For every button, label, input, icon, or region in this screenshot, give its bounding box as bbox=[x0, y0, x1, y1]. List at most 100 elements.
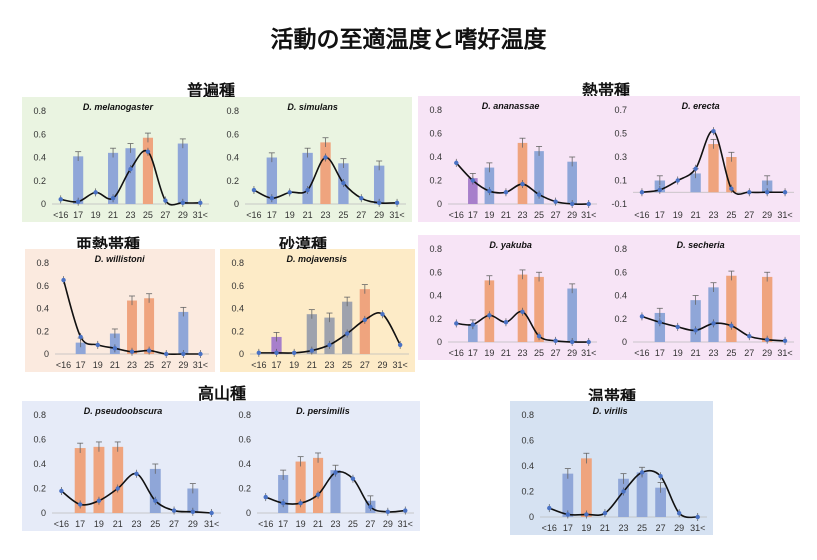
data-point bbox=[487, 188, 492, 194]
x-tick-label: 23 bbox=[320, 210, 330, 220]
y-tick-label: 0.4 bbox=[231, 304, 244, 314]
x-tick-label: 21 bbox=[313, 519, 323, 529]
x-tick-label: <16 bbox=[56, 360, 71, 370]
x-tick-label: 27 bbox=[161, 360, 171, 370]
data-point bbox=[128, 166, 133, 172]
data-point bbox=[470, 178, 476, 183]
bar-17 bbox=[468, 178, 478, 204]
data-point bbox=[693, 166, 698, 171]
y-tick-label: 0 bbox=[239, 349, 244, 359]
x-tick-label: <16 bbox=[54, 519, 69, 529]
y-tick-label: 0.8 bbox=[521, 410, 534, 420]
bar-17 bbox=[468, 324, 478, 342]
chart-title: D. mojavensis bbox=[287, 254, 348, 264]
y-tick-label: 0 bbox=[41, 508, 46, 518]
data-point bbox=[96, 498, 102, 503]
bar-23 bbox=[708, 287, 719, 342]
bar-21 bbox=[690, 173, 701, 193]
bar-25 bbox=[149, 468, 161, 513]
bar-17 bbox=[271, 336, 282, 354]
x-tick-label: 31< bbox=[690, 523, 705, 533]
x-tick-label: <16 bbox=[246, 210, 261, 220]
data-point bbox=[782, 338, 788, 344]
group-label-tropical: 熱帯種 bbox=[582, 81, 631, 100]
data-point bbox=[675, 324, 680, 330]
data-point bbox=[93, 190, 98, 195]
x-tick-label: <16 bbox=[251, 360, 266, 370]
x-tick-label: 31< bbox=[204, 519, 219, 529]
x-tick-label: <16 bbox=[449, 210, 464, 220]
chart-svg: D. simulans 0 0.2 0.4 0.6 0.8 <16 17 19 21 23 25 27 2… bbox=[215, 97, 412, 222]
chart-svg: D. persimilis 0 0.2 0.4 0.6 0.8 <16 17 19 21 23 25 2… bbox=[227, 401, 420, 531]
x-tick-label: 21 bbox=[110, 360, 120, 370]
chart-svg: D. ananassae 0 0.2 0.4 0.6 0.8 <16 17 19 21 23 25 27… bbox=[418, 96, 603, 222]
x-tick-label: 21 bbox=[501, 348, 511, 358]
bar-23 bbox=[125, 148, 136, 204]
x-tick-label: 21 bbox=[501, 210, 511, 220]
y-tick-label: 0.6 bbox=[238, 435, 251, 445]
data-point bbox=[547, 505, 552, 511]
bar-29 bbox=[567, 288, 577, 342]
bar-29 bbox=[761, 180, 773, 193]
data-point bbox=[639, 314, 645, 319]
data-point bbox=[380, 311, 385, 317]
data-point bbox=[368, 504, 373, 510]
data-point bbox=[711, 321, 716, 326]
data-point bbox=[309, 348, 315, 353]
x-tick-label: 23 bbox=[324, 360, 334, 370]
y-tick-label: 0.2 bbox=[614, 314, 627, 324]
x-tick-label: 29 bbox=[567, 210, 577, 220]
y-tick-label: 0.8 bbox=[33, 106, 46, 116]
data-point bbox=[269, 195, 275, 201]
chart-svg: D. yakuba 0 0.2 0.4 0.6 0.8 <16 17 19 21 23 25 27 29 3… bbox=[418, 235, 603, 360]
x-tick-label: 27 bbox=[744, 348, 754, 358]
data-point bbox=[584, 512, 589, 517]
chart-svg: D. pseudoobscura 0 0.2 0.4 0.6 0.8 <16 17 19 21 23… bbox=[22, 401, 227, 531]
x-tick-label: 23 bbox=[127, 360, 137, 370]
bar-21 bbox=[690, 300, 701, 342]
data-point bbox=[385, 509, 391, 514]
data-point bbox=[639, 190, 645, 195]
data-point bbox=[298, 501, 303, 506]
y-tick-label: 0.4 bbox=[429, 291, 442, 301]
data-point bbox=[565, 512, 571, 517]
y-tick-label: 0.4 bbox=[33, 153, 46, 163]
data-point bbox=[695, 514, 700, 520]
y-tick-label: 0 bbox=[622, 337, 627, 347]
data-point bbox=[657, 187, 663, 193]
bar-17 bbox=[266, 157, 278, 204]
data-point bbox=[454, 321, 459, 326]
bar-29 bbox=[187, 488, 199, 513]
data-point bbox=[397, 342, 403, 348]
bar-19 bbox=[295, 461, 306, 513]
chart-panel-secheria: D. secheria 0 0.2 0.4 0.6 0.8 <16 17 19 21 23 25 27 2… bbox=[603, 235, 800, 360]
y-tick-label: 0.8 bbox=[36, 258, 49, 268]
chart-svg: D. secheria 0 0.2 0.4 0.6 0.8 <16 17 19 21 23 25 27 2… bbox=[603, 235, 800, 360]
data-point bbox=[61, 277, 66, 283]
chart-title: D. pseudoobscura bbox=[84, 406, 163, 416]
bar-25 bbox=[636, 472, 648, 517]
x-tick-label: 17 bbox=[75, 519, 85, 529]
x-tick-label: 21 bbox=[108, 210, 118, 220]
y-tick-label: 0.6 bbox=[33, 129, 46, 139]
data-point bbox=[503, 320, 509, 325]
x-tick-label: 21 bbox=[303, 210, 313, 220]
bar-17 bbox=[654, 312, 666, 342]
group-label-cosmopolitan: 普遍種 bbox=[187, 81, 236, 100]
x-tick-label: <16 bbox=[634, 210, 649, 220]
y-tick-label: 0.2 bbox=[238, 484, 251, 494]
y-tick-label: 0.6 bbox=[429, 267, 442, 277]
data-point bbox=[263, 494, 268, 500]
data-point bbox=[747, 333, 752, 339]
bar-25 bbox=[726, 157, 737, 193]
bar-23 bbox=[330, 470, 341, 513]
y-tick-label: 0.8 bbox=[226, 106, 239, 116]
x-tick-label: 23 bbox=[708, 348, 718, 358]
x-tick-label: 29 bbox=[178, 360, 188, 370]
bar-21 bbox=[306, 314, 317, 354]
x-tick-label: 29 bbox=[377, 360, 387, 370]
data-point bbox=[376, 200, 382, 206]
data-point bbox=[274, 350, 279, 356]
data-point bbox=[359, 195, 364, 201]
y-tick-label: 0.6 bbox=[521, 436, 534, 446]
